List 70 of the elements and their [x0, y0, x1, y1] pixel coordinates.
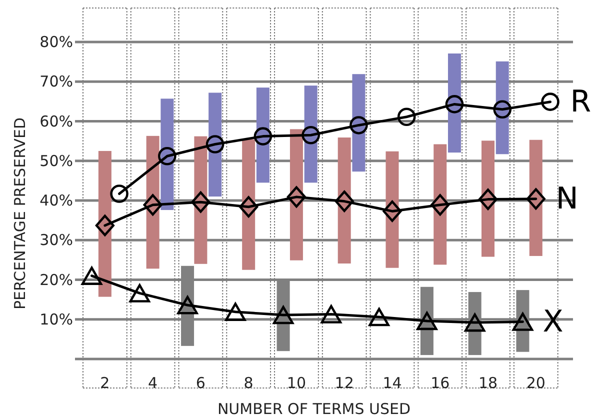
point — [95, 214, 114, 236]
x-tick-label: 10 — [286, 374, 306, 392]
bar — [242, 139, 256, 270]
x-tick-label: 2 — [100, 374, 110, 392]
point — [81, 266, 102, 285]
y-tick-label: 10% — [40, 310, 73, 328]
point — [302, 126, 320, 144]
x-tick-label: 8 — [244, 374, 254, 392]
point — [272, 306, 294, 324]
bar — [386, 151, 399, 268]
bar — [496, 61, 509, 154]
point — [382, 200, 402, 222]
point — [191, 191, 210, 213]
x-tick-label: 14 — [382, 374, 402, 392]
x-tick-label: 6 — [196, 374, 206, 392]
point — [177, 296, 198, 314]
point — [430, 194, 450, 216]
point — [445, 95, 464, 114]
bar — [146, 136, 160, 269]
x-tick-label: 20 — [526, 374, 546, 392]
point — [225, 302, 246, 321]
bar — [194, 136, 208, 264]
y-tick-label: 20% — [40, 270, 73, 289]
bar — [434, 144, 447, 265]
x-tick-label: 12 — [334, 374, 354, 392]
series-label: N — [556, 181, 578, 216]
x-axis-title: NUMBER OF TERMS USED — [217, 400, 411, 418]
point — [334, 190, 354, 212]
point — [416, 312, 438, 330]
point — [526, 188, 546, 210]
point — [143, 194, 162, 216]
bar — [529, 140, 542, 256]
bar — [98, 150, 112, 297]
bar — [208, 92, 222, 197]
y-tick-label: 80% — [40, 33, 73, 51]
bar — [448, 53, 461, 153]
point — [239, 196, 258, 218]
bar — [304, 86, 318, 183]
point — [286, 186, 306, 208]
x-tick-label: 4 — [148, 374, 158, 392]
point — [320, 305, 342, 324]
x-tick-label: 16 — [430, 374, 450, 392]
point — [254, 127, 272, 146]
bar — [338, 137, 351, 264]
series-label: R — [570, 84, 592, 120]
point — [206, 135, 224, 154]
bar — [482, 140, 495, 257]
point — [368, 308, 390, 326]
bar — [352, 74, 366, 172]
y-tick-label: 50% — [40, 152, 73, 170]
bar — [290, 129, 303, 260]
point — [464, 313, 486, 332]
y-tick-label: 60% — [40, 112, 73, 130]
point — [541, 92, 560, 111]
bar — [256, 88, 270, 183]
point — [493, 100, 512, 118]
y-tick-label: 40% — [40, 192, 73, 210]
point — [512, 312, 534, 331]
y-axis-title: PERCENTAGE PRESERVED — [11, 117, 29, 310]
bar — [160, 98, 174, 210]
series-label: X — [542, 304, 564, 340]
point — [129, 284, 150, 302]
x-tick-label: 18 — [478, 374, 498, 392]
y-tick-label: 30% — [40, 231, 73, 250]
point — [110, 184, 128, 203]
y-tick-label: 70% — [40, 72, 73, 91]
point — [350, 116, 368, 134]
point — [478, 188, 498, 210]
point — [158, 146, 176, 166]
point — [397, 108, 416, 126]
